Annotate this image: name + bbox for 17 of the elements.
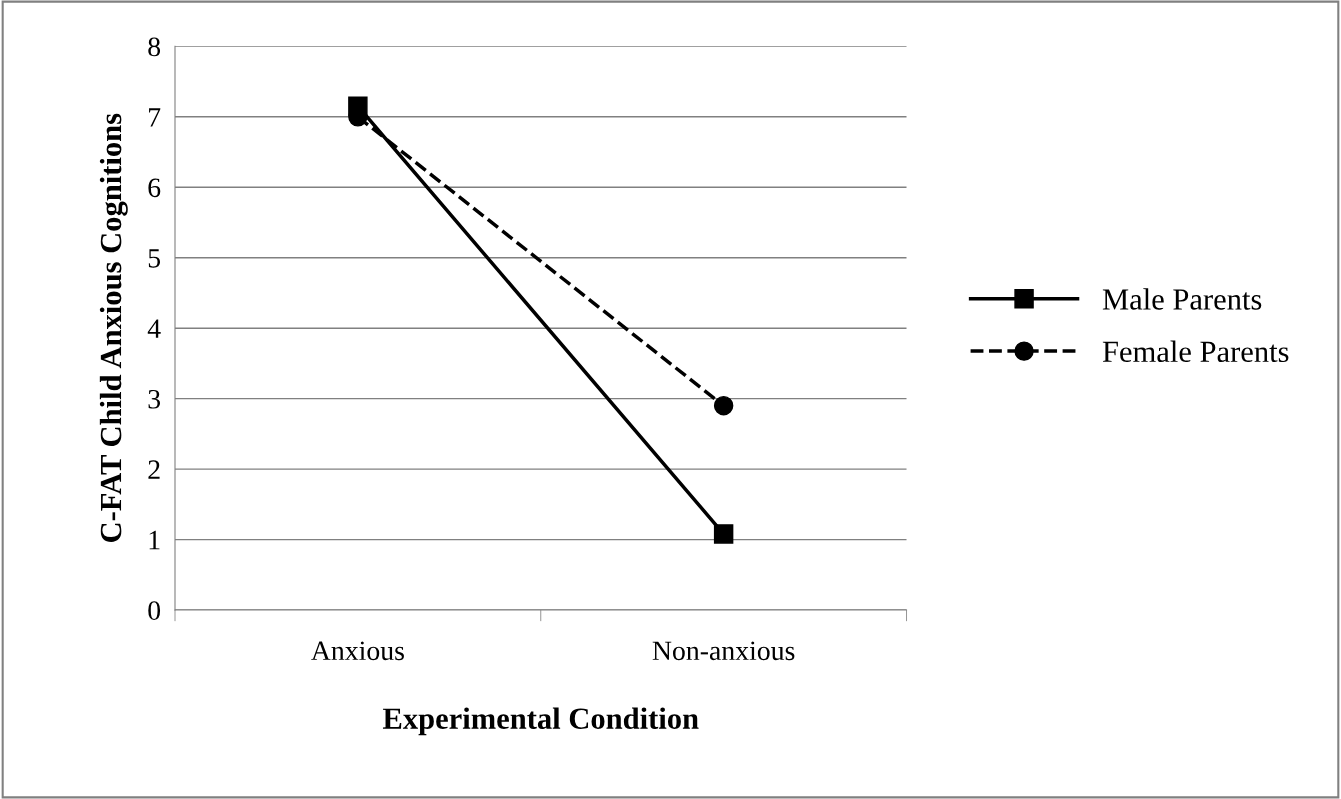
legend-label: Male Parents (1102, 288, 1262, 310)
y-tick-label: 3 (148, 389, 161, 409)
y-tick-label: 1 (149, 530, 160, 550)
point (713, 395, 734, 416)
point (713, 524, 734, 544)
y-tick-label: 8 (148, 37, 161, 57)
y-tick-label: 4 (147, 319, 161, 338)
x-tick-label: Anxious (311, 641, 404, 661)
y-tick-label: 2 (148, 460, 160, 479)
y-tick-label: 5 (148, 249, 161, 268)
x-axis-title: Experimental Condition (382, 707, 699, 736)
y-tick-label: 7 (149, 108, 161, 127)
y-axis-title: C-FAT Child Anxious Cognitions (99, 113, 128, 542)
x-tick-label: Non-anxious (652, 641, 795, 661)
legend-label: Female Parents (1102, 340, 1289, 363)
y-tick-label: 0 (148, 601, 161, 620)
y-tick-label: 6 (148, 178, 161, 198)
